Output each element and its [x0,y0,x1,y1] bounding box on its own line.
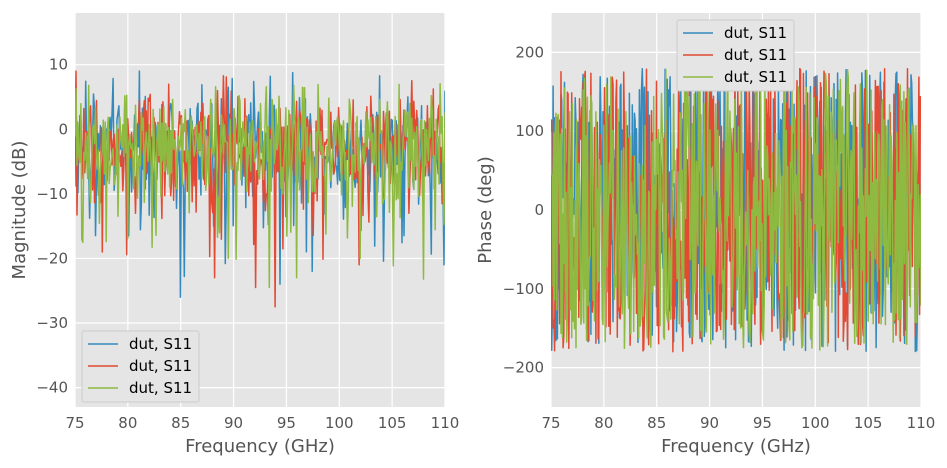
legend: dut, S11 dut, S11 dut, S11 [81,330,200,403]
legend-box [81,330,200,403]
y-tick-label: 10 [49,56,68,74]
y-tick-label: 0 [534,201,544,219]
x-tick-label: 90 [700,414,719,432]
x-tick-label: 110 [431,414,460,432]
phase-chart: 75 80 85 90 95 100 105 110 200 100 0 −100 −200 Freque… [475,13,935,457]
y-tick-label: 200 [515,43,544,61]
legend-label-0: dut, S11 [129,335,192,353]
x-tick-label: 85 [647,414,666,432]
series-lines [551,67,921,353]
x-tick-label: 110 [907,414,936,432]
magnitude-chart: 75 80 85 90 95 100 105 110100−10−20−30−40Freque… [9,13,459,457]
x-tick-label: 85 [171,414,190,432]
y-tick-label: −40 [36,379,68,397]
x-tick-label: 75 [541,414,560,432]
x-tick-label: 80 [594,414,613,432]
y-tick-label: −30 [36,314,68,332]
y-tick-label: −10 [36,185,68,203]
x-tick-label: 105 [854,414,883,432]
y-tick-label: 0 [58,120,68,138]
y-tick-label: −20 [36,249,68,267]
x-tick-label: 95 [753,414,772,432]
legend-label-1: dut, S11 [129,357,192,375]
y-axis-label: Magnitude (dB) [9,141,30,280]
x-axis-label: Frequency (GHz) [661,436,811,457]
legend-box [676,19,795,92]
x-tick-label: 90 [224,414,243,432]
x-tick-label: 105 [378,414,407,432]
legend-label-0: dut, S11 [724,24,787,42]
series-lines [75,70,445,308]
y-tick-label: −200 [503,359,544,377]
x-tick-label: 100 [325,414,354,432]
x-tick-label: 100 [801,414,830,432]
legend-label-2: dut, S11 [129,379,192,397]
series-line-2 [551,68,921,351]
legend: dut, S11 dut, S11 dut, S11 [676,19,795,92]
y-axis-label: Phase (deg) [475,156,496,263]
x-tick-label: 95 [277,414,296,432]
x-axis-label: Frequency (GHz) [185,436,335,457]
x-tick-label: 75 [65,414,84,432]
legend-label-1: dut, S11 [724,46,787,64]
y-tick-label: 100 [515,122,544,140]
legend-label-2: dut, S11 [724,68,787,86]
y-tick-label: −100 [503,280,544,298]
series-line-2 [75,82,445,289]
x-tick-label: 80 [118,414,137,432]
